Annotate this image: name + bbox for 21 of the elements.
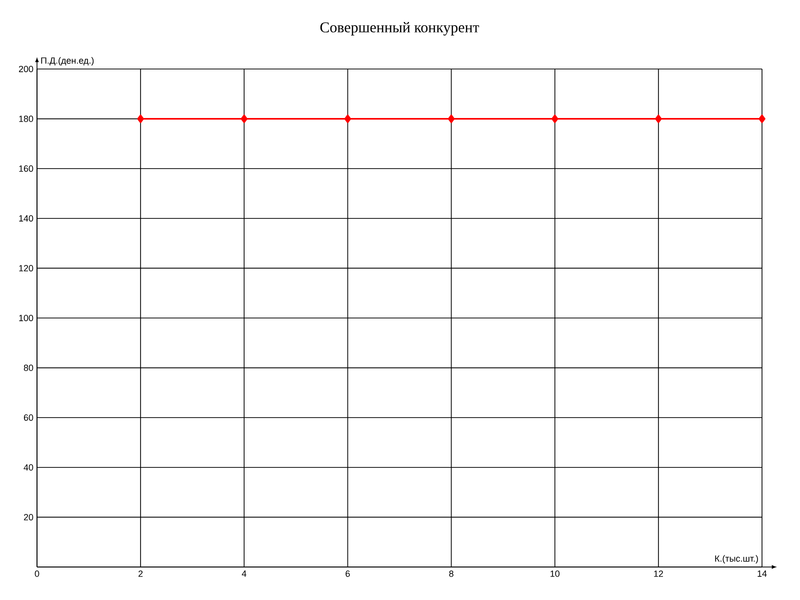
- y-tick-label: 180: [19, 116, 34, 122]
- y-tick-label: 40: [24, 464, 34, 471]
- y-tick-label: 120: [19, 265, 34, 272]
- y-tick-label: 60: [24, 414, 34, 421]
- y-tick-label: 80: [24, 364, 34, 371]
- x-tick-label: 2: [138, 570, 143, 577]
- x-axis-title: К.(тыс.шт.): [715, 555, 758, 564]
- x-tick-label: 6: [346, 570, 350, 577]
- y-tick-label: 20: [24, 514, 34, 520]
- x-tick-label: 4: [242, 570, 246, 577]
- y-tick-label: 160: [19, 165, 34, 172]
- y-tick-label: 200: [18, 66, 34, 72]
- x-tick-label: 12: [654, 570, 663, 577]
- y-tick-label: 140: [19, 215, 34, 222]
- chart-title: Совершенный конкурент: [320, 22, 480, 36]
- y-tick-label: 100: [19, 314, 34, 322]
- x-tick-label: 0: [34, 570, 40, 577]
- x-tick-label: 10: [550, 570, 560, 577]
- y-axis-title: П.Д.(ден.ед.): [41, 57, 94, 66]
- x-tick-label: 8: [449, 570, 454, 577]
- x-tick-label: 14: [758, 570, 767, 577]
